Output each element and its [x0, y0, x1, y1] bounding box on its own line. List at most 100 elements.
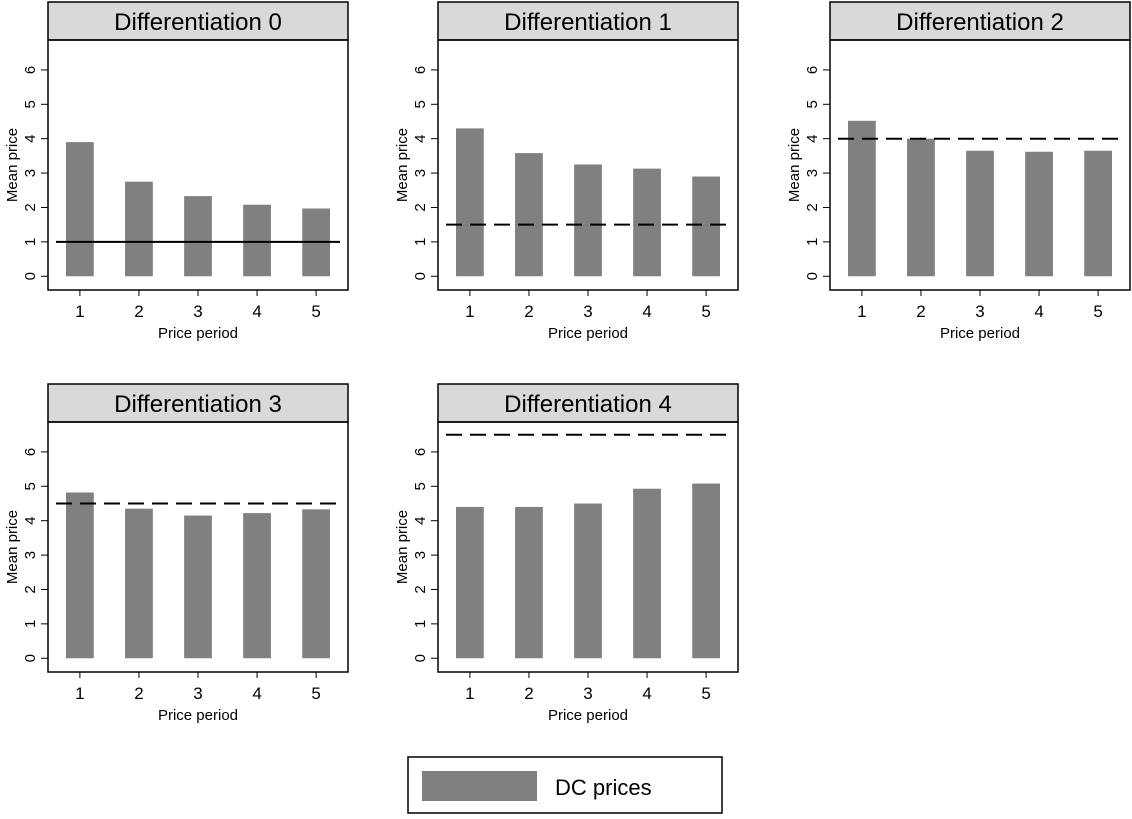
- bar: [633, 488, 661, 659]
- y-tick-label: 3: [412, 169, 429, 177]
- bar: [515, 153, 543, 277]
- x-tick-label: 2: [134, 684, 143, 703]
- x-tick-label: 2: [524, 684, 533, 703]
- panel-header: [47, 383, 349, 423]
- x-tick-label: 1: [75, 684, 84, 703]
- x-tick-label: 3: [193, 684, 202, 703]
- y-tick-label: 5: [412, 482, 429, 490]
- panel-title: Differentiation 1: [504, 9, 672, 36]
- y-tick-label: 1: [22, 238, 39, 246]
- y-tick-label: 3: [804, 169, 821, 177]
- x-tick-label: 4: [252, 684, 261, 703]
- bar: [456, 128, 484, 277]
- y-tick-label: 4: [22, 517, 39, 525]
- bar: [515, 506, 543, 659]
- x-tick-label: 1: [857, 302, 866, 321]
- x-tick-label: 2: [524, 302, 533, 321]
- bar: [125, 181, 153, 277]
- bar: [243, 513, 271, 659]
- y-axis-label: Mean price: [4, 510, 21, 584]
- x-tick-label: 4: [252, 302, 261, 321]
- x-axis-label: Price period: [158, 325, 238, 342]
- x-tick-label: 3: [583, 684, 592, 703]
- y-tick-label: 0: [412, 272, 429, 280]
- x-tick-label: 5: [311, 684, 320, 703]
- bar: [184, 515, 212, 659]
- y-tick-label: 0: [804, 272, 821, 280]
- y-tick-label: 3: [22, 551, 39, 559]
- y-tick-label: 6: [412, 448, 429, 456]
- panel-title: Differentiation 2: [896, 9, 1064, 36]
- panel-title: Differentiation 0: [114, 9, 282, 36]
- bar: [692, 483, 720, 659]
- bar: [302, 509, 330, 659]
- y-tick-label: 5: [22, 100, 39, 108]
- bar: [1025, 151, 1053, 277]
- y-tick-label: 1: [804, 238, 821, 246]
- bar: [66, 492, 94, 659]
- panel-header: [437, 1, 739, 41]
- legend-swatch: [422, 771, 537, 801]
- x-tick-label: 1: [465, 684, 474, 703]
- y-axis-label: Mean price: [394, 510, 411, 584]
- bar: [574, 503, 602, 659]
- y-tick-label: 4: [804, 135, 821, 143]
- y-tick-label: 1: [22, 620, 39, 628]
- bar: [243, 204, 271, 277]
- x-tick-label: 1: [465, 302, 474, 321]
- y-tick-label: 1: [412, 620, 429, 628]
- y-tick-label: 0: [22, 272, 39, 280]
- x-tick-label: 4: [642, 302, 651, 321]
- y-tick-label: 5: [22, 482, 39, 490]
- y-tick-label: 0: [412, 654, 429, 662]
- x-tick-label: 3: [975, 302, 984, 321]
- bar: [907, 138, 935, 277]
- x-tick-label: 5: [701, 302, 710, 321]
- y-tick-label: 6: [22, 66, 39, 74]
- x-tick-label: 5: [311, 302, 320, 321]
- y-tick-label: 3: [412, 551, 429, 559]
- panel-header: [47, 1, 349, 41]
- bar: [456, 506, 484, 659]
- y-tick-label: 3: [22, 169, 39, 177]
- y-tick-label: 6: [804, 66, 821, 74]
- x-axis-label: Price period: [158, 707, 238, 724]
- y-tick-label: 5: [804, 100, 821, 108]
- bar: [184, 196, 212, 277]
- y-tick-label: 2: [412, 585, 429, 593]
- bar: [125, 508, 153, 659]
- bar: [692, 176, 720, 277]
- y-tick-label: 6: [22, 448, 39, 456]
- x-tick-label: 5: [1093, 302, 1102, 321]
- y-tick-label: 6: [412, 66, 429, 74]
- y-tick-label: 2: [22, 203, 39, 211]
- y-tick-label: 2: [804, 203, 821, 211]
- y-tick-label: 2: [22, 585, 39, 593]
- y-tick-label: 4: [412, 135, 429, 143]
- y-tick-label: 4: [22, 135, 39, 143]
- x-axis-label: Price period: [940, 325, 1020, 342]
- y-tick-label: 4: [412, 517, 429, 525]
- x-tick-label: 5: [701, 684, 710, 703]
- panel-header: [829, 1, 1131, 41]
- panel-header: [437, 383, 739, 423]
- x-tick-label: 4: [1034, 302, 1043, 321]
- x-tick-label: 4: [642, 684, 651, 703]
- x-tick-label: 3: [583, 302, 592, 321]
- x-tick-label: 1: [75, 302, 84, 321]
- legend-label: DC prices: [555, 775, 652, 800]
- y-axis-label: Mean price: [394, 128, 411, 202]
- x-axis-label: Price period: [548, 707, 628, 724]
- bar: [633, 168, 661, 277]
- bar: [848, 120, 876, 277]
- x-tick-label: 2: [134, 302, 143, 321]
- y-axis-label: Mean price: [4, 128, 21, 202]
- bar: [1084, 150, 1112, 277]
- bar: [574, 164, 602, 277]
- x-tick-label: 2: [916, 302, 925, 321]
- panel-title: Differentiation 4: [504, 391, 672, 418]
- x-axis-label: Price period: [548, 325, 628, 342]
- y-tick-label: 2: [412, 203, 429, 211]
- y-tick-label: 5: [412, 100, 429, 108]
- y-tick-label: 0: [22, 654, 39, 662]
